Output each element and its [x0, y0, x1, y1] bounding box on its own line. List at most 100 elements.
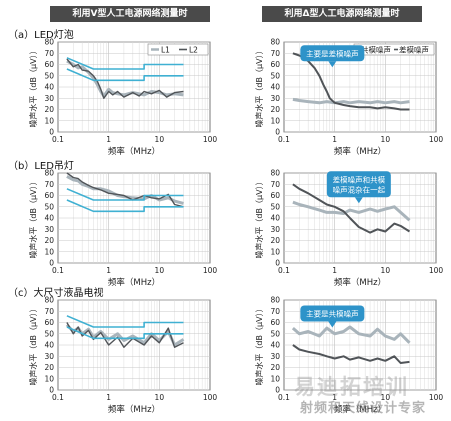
x-tick-label: 1	[332, 135, 337, 144]
y-tick-label: 50	[270, 329, 280, 338]
grid	[58, 41, 210, 133]
x-tick-label: 100	[429, 393, 444, 402]
y-tick-label: 30	[44, 225, 54, 234]
callout-box	[326, 171, 391, 198]
x-axis-title: 频率（MHz）	[108, 146, 160, 157]
y-tick-label: 30	[270, 352, 280, 361]
grid	[284, 172, 436, 264]
y-tick-label: 80	[270, 169, 280, 178]
y-tick-label: 70	[44, 307, 54, 316]
y-tick-label: 20	[44, 105, 54, 114]
y-tick-label: 40	[44, 83, 54, 92]
x-axis-title: 频率（MHz）	[108, 277, 160, 288]
series-line-L2	[66, 172, 184, 208]
y-tick-label: 40	[44, 341, 54, 350]
y-tick-label: 70	[270, 49, 280, 58]
x-tick-label: 1	[106, 266, 111, 275]
grid	[284, 41, 436, 133]
y-axis-title: 噪声水平（dB（μV））	[254, 304, 264, 385]
chart-c-left: 0 10 20 30 40 50 60 70 80 0.1 1 10 100 噪声水平（dB（μV）） 频率…	[28, 296, 217, 415]
y-tick-label: 70	[270, 307, 280, 316]
legend: 共模噪声 差模噪声	[353, 43, 435, 56]
legend-label: 差模噪声	[399, 45, 429, 55]
series-line-共模噪声	[292, 97, 410, 105]
chart-c-right: 0 10 20 30 40 50 60 70 80 0.1 1 10 100 噪声水平（dB（μV）） 频率…	[254, 296, 444, 415]
callout-pointer	[328, 61, 337, 68]
series-line-cyan-2	[66, 57, 184, 70]
watermark-brand: 易迪拓培训	[294, 375, 409, 399]
callout-text: 主要是差模噪声	[306, 48, 359, 58]
x-tick-label: 10	[155, 266, 165, 275]
x-tick-label: 10	[381, 135, 391, 144]
y-tick-label: 10	[44, 374, 54, 383]
y-tick-label: 30	[44, 94, 54, 103]
y-tick-label: 50	[44, 329, 54, 338]
chart-b-left: 0 10 20 30 40 50 60 70 80 0.1 1 10 100 噪声水平（dB（μV）） 频率…	[28, 169, 218, 288]
legend-label: 共模噪声	[361, 45, 391, 55]
chart-a-right: 0 10 20 30 40 50 60 70 80 0.1 1 10 100 噪声水平（dB（μV）） 频率…	[254, 38, 444, 157]
x-axis-title: 频率（MHz）	[108, 404, 160, 415]
y-tick-label: 70	[270, 180, 280, 189]
y-tick-label: 0	[275, 128, 280, 137]
grid	[58, 299, 210, 391]
y-tick-label: 0	[49, 386, 54, 395]
series-line-cyan-3	[66, 326, 184, 340]
callout-pointer	[354, 197, 363, 204]
x-tick-label: 1	[106, 135, 111, 144]
y-tick-label: 60	[44, 318, 54, 327]
y-tick-label: 60	[270, 318, 280, 327]
x-tick-label: 10	[381, 266, 391, 275]
y-tick-label: 20	[270, 236, 280, 245]
chart-a-left: 0 10 20 30 40 50 60 70 80 0.1 1 10 100 噪声水平（dB（μV）） 频率…	[28, 38, 218, 157]
y-tick-label: 80	[270, 296, 280, 305]
x-tick-label: 100	[429, 135, 444, 144]
x-tick-label: 100	[203, 266, 218, 275]
callout-box	[300, 305, 365, 322]
y-tick-label: 20	[270, 105, 280, 114]
series-line-cyan-2	[66, 315, 184, 328]
y-tick-label: 80	[270, 38, 280, 47]
y-axis-title: 噪声水平（dB（μV））	[28, 304, 38, 385]
x-tick-label: 0.1	[52, 135, 64, 144]
x-tick-label: 100	[203, 135, 218, 144]
y-tick-label: 80	[44, 169, 54, 178]
y-tick-label: 60	[44, 191, 54, 200]
legend: L1 L2	[147, 43, 209, 56]
x-tick-label: 0.1	[278, 266, 290, 275]
x-tick-label: 10	[155, 393, 165, 402]
legend-box	[147, 43, 209, 56]
right-column-header: 利用Δ型人工电源网络测量时	[262, 6, 422, 22]
x-tick-label: 1	[332, 266, 337, 275]
y-tick-label: 60	[270, 191, 280, 200]
series-line-L1	[66, 175, 184, 205]
callout-text: 差模噪声和共模	[333, 174, 386, 184]
x-tick-label: 0.1	[52, 266, 64, 275]
legend-label: L1	[161, 46, 170, 55]
x-tick-label: 1	[106, 393, 111, 402]
series-line-共模噪声	[291, 325, 411, 344]
y-tick-label: 50	[270, 202, 280, 211]
y-tick-label: 10	[270, 374, 280, 383]
y-tick-label: 10	[270, 116, 280, 125]
callout: 主要是共模噪声	[300, 305, 365, 328]
x-tick-label: 100	[429, 266, 444, 275]
y-tick-label: 60	[44, 60, 54, 69]
y-tick-label: 0	[49, 128, 54, 137]
row-label-a: （a）LED灯泡	[8, 30, 74, 41]
callout: 主要是差模噪声	[300, 45, 365, 68]
series-line-共模噪声	[292, 200, 411, 222]
callout-text: 噪声混杂在一起	[333, 184, 386, 194]
y-tick-label: 20	[270, 363, 280, 372]
y-tick-label: 10	[44, 116, 54, 125]
x-tick-label: 10	[155, 135, 165, 144]
y-tick-label: 10	[270, 247, 280, 256]
callout-box	[300, 45, 365, 62]
series-line-差模噪声	[292, 183, 411, 234]
x-tick-label: 0.1	[278, 393, 290, 402]
y-tick-label: 70	[44, 180, 54, 189]
y-tick-label: 0	[275, 259, 280, 268]
legend-label: L2	[189, 46, 198, 55]
x-axis-title: 频率（MHz）	[334, 404, 386, 415]
y-tick-label: 60	[270, 60, 280, 69]
